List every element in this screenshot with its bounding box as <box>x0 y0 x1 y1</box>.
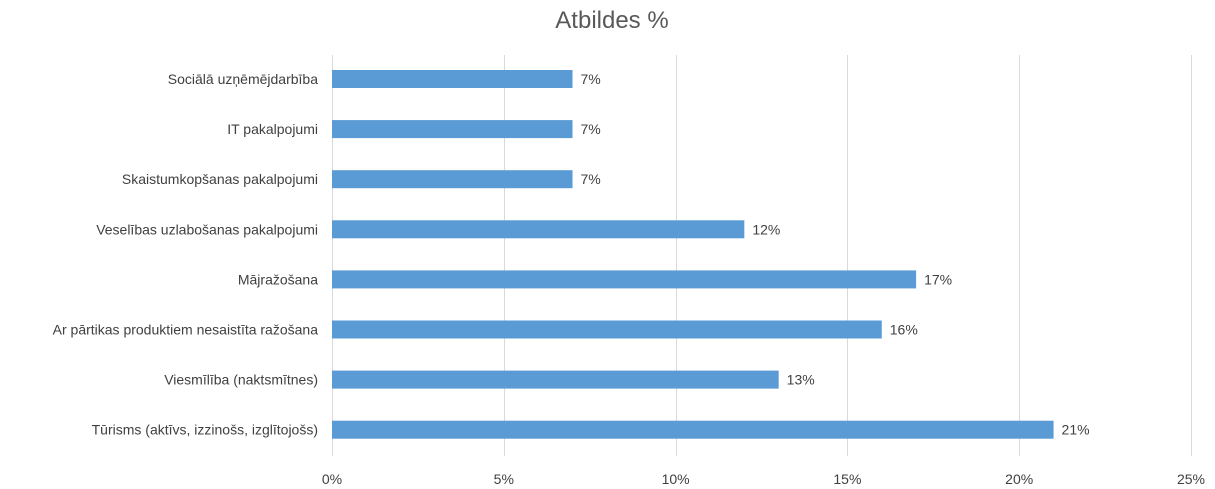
category-labels: Sociālā uzņēmējdarbība IT pakalpojumi Skai… <box>53 71 319 438</box>
bar <box>332 70 573 88</box>
data-label: 7% <box>581 71 601 87</box>
x-tick-label: 5% <box>494 471 514 487</box>
category-label: Viesmīlība (naktsmītnes) <box>164 372 318 388</box>
x-axis-tick-labels: 0% 5% 10% 15% 20% 25% <box>322 471 1205 487</box>
bar <box>332 370 779 389</box>
data-label: 7% <box>581 121 601 137</box>
bar <box>332 270 917 289</box>
data-label: 16% <box>890 322 918 338</box>
x-tick-label: 15% <box>833 471 861 487</box>
category-label: Tūrisms (aktīvs, izzinošs, izglītojošs) <box>92 422 318 438</box>
bar <box>332 170 573 189</box>
data-label: 12% <box>752 221 780 237</box>
bar <box>332 420 1054 439</box>
x-tick-label: 25% <box>1177 471 1205 487</box>
data-label: 21% <box>1062 422 1090 438</box>
chart-title: Atbildes % <box>555 7 668 34</box>
category-label: IT pakalpojumi <box>227 121 318 137</box>
data-label: 13% <box>787 372 815 388</box>
bars: 7% 7% 7% 12% 17% 16% 13% 21% <box>332 70 1090 439</box>
category-label: Skaistumkopšanas pakalpojumi <box>122 171 318 187</box>
bar <box>332 320 882 339</box>
category-label: Veselības uzlabošanas pakalpojumi <box>96 221 318 237</box>
bar <box>332 120 573 139</box>
x-tick-label: 0% <box>322 471 342 487</box>
data-label: 17% <box>924 271 952 287</box>
bar <box>332 220 745 239</box>
category-label: Sociālā uzņēmējdarbība <box>168 71 318 87</box>
gridlines <box>332 55 1192 456</box>
category-label: Mājražošana <box>238 271 318 287</box>
data-label: 7% <box>581 171 601 187</box>
category-label: Ar pārtikas produktiem nesaistīta ražoša… <box>53 322 319 338</box>
x-tick-label: 10% <box>662 471 690 487</box>
x-tick-label: 20% <box>1005 471 1033 487</box>
